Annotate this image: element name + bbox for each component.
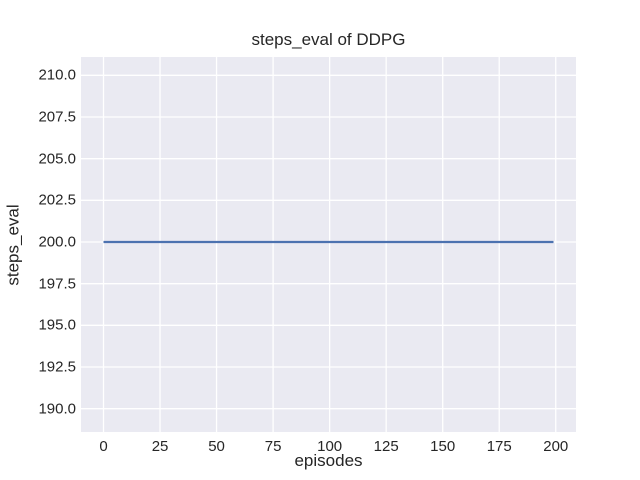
y-tick-label: 210.0	[38, 66, 76, 84]
x-tick-label: 100	[317, 438, 343, 455]
y-tick-label: 205.0	[38, 150, 76, 168]
x-axis-label: episodes	[294, 451, 363, 470]
x-tick-label: 25	[151, 438, 169, 455]
x-tick-label: 150	[430, 438, 456, 455]
plot-area	[81, 57, 576, 432]
y-tick-label: 202.5	[38, 191, 76, 209]
x-tick-label: 200	[543, 438, 569, 455]
x-tick-label: 175	[486, 438, 512, 455]
y-tick-label: 207.5	[38, 108, 76, 126]
y-tick-label: 192.5	[38, 358, 76, 376]
plot-canvas	[81, 57, 576, 432]
y-tick-label: 197.5	[38, 275, 76, 293]
y-tick-label: 190.0	[38, 400, 76, 418]
y-tick-label: 195.0	[38, 316, 76, 334]
x-tick-label: 0	[99, 438, 108, 455]
x-tick-label: 125	[373, 438, 399, 455]
x-tick-label: 50	[208, 438, 225, 455]
chart-title: steps_eval of DDPG	[251, 30, 406, 49]
y-tick-label: 200.0	[38, 233, 76, 251]
x-tick-label: 75	[264, 438, 282, 455]
